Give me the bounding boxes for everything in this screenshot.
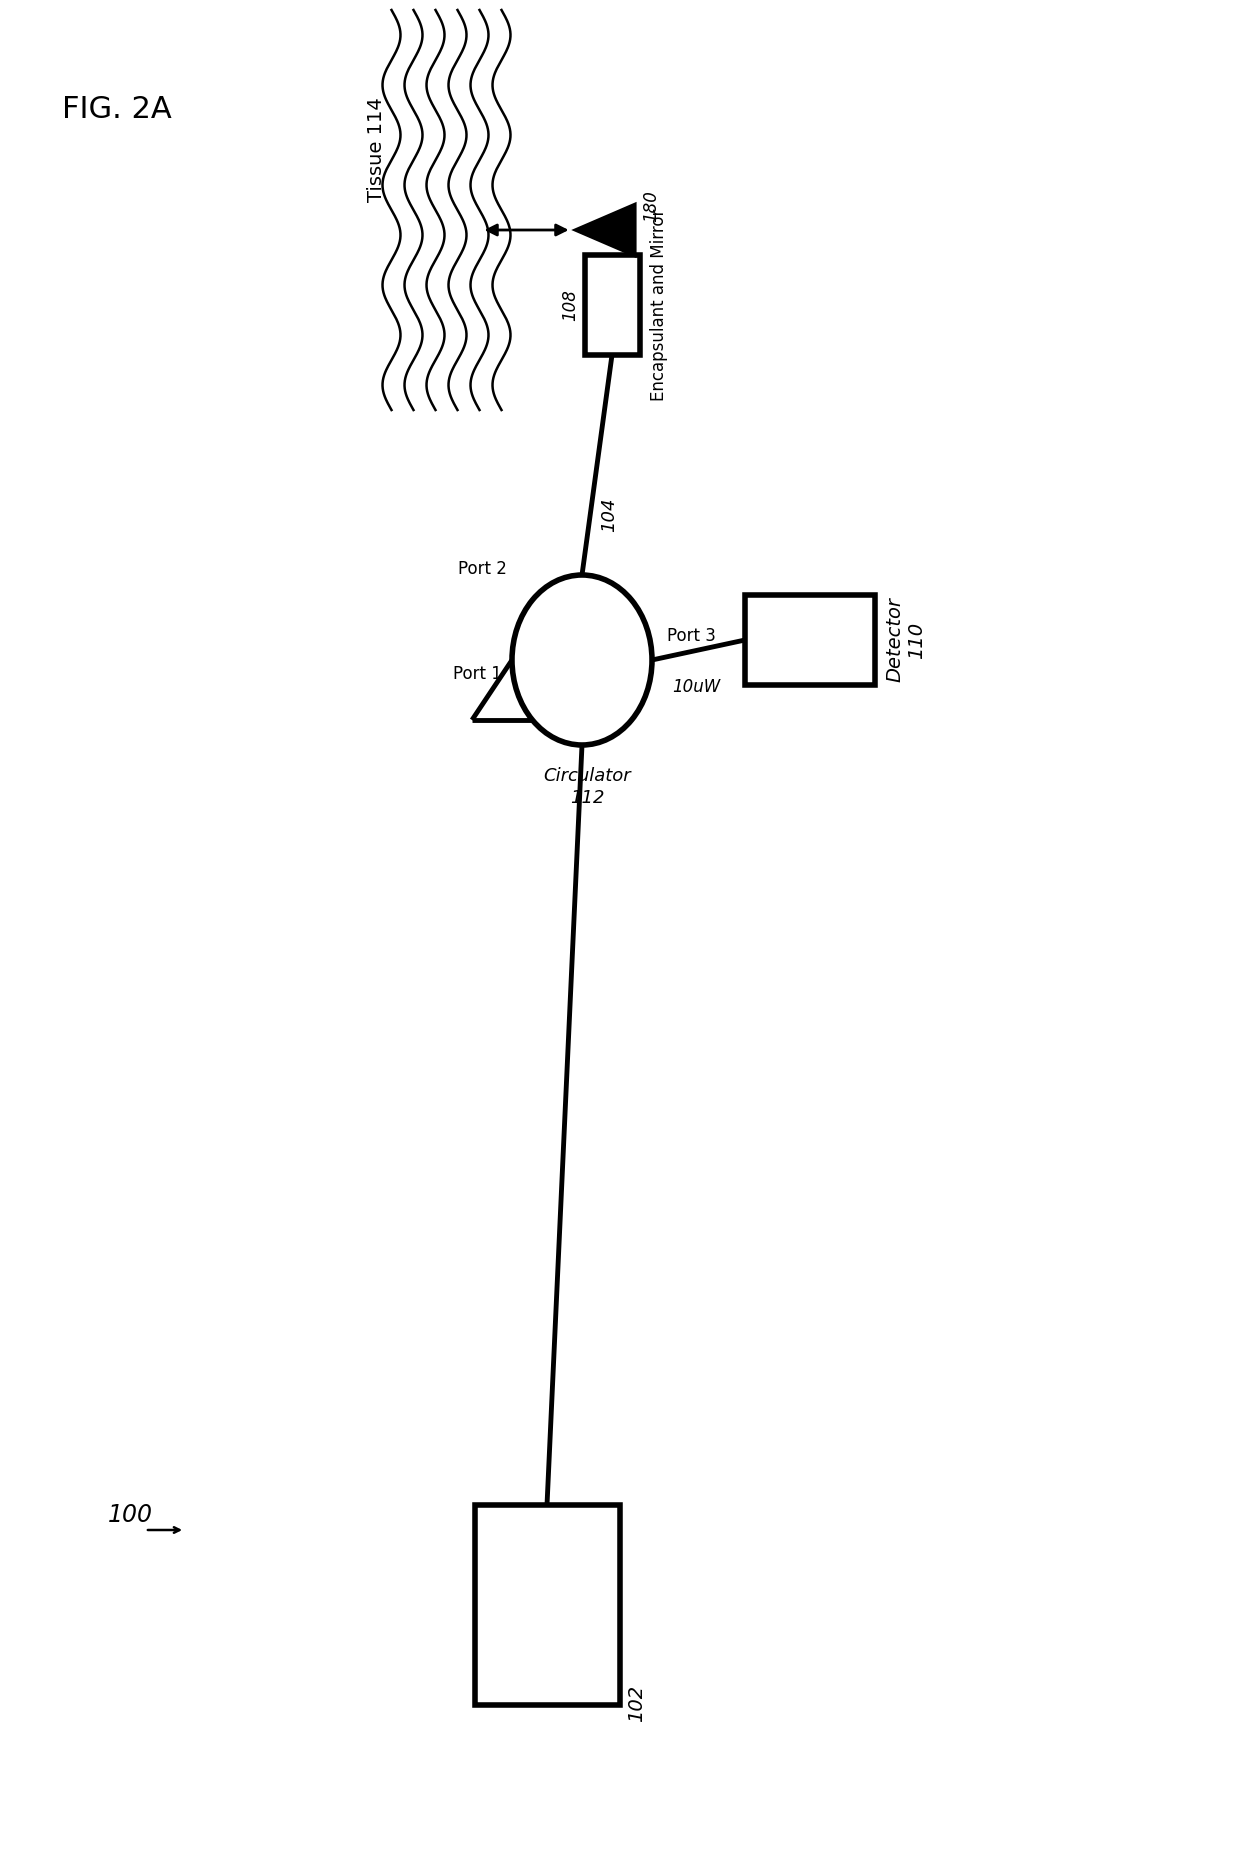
Text: 10uW: 10uW <box>672 678 720 695</box>
Text: 102: 102 <box>627 1686 646 1721</box>
Text: FIG. 2A: FIG. 2A <box>62 95 172 123</box>
Text: Encapsulant and Mirror: Encapsulant and Mirror <box>650 209 667 402</box>
Bar <box>584 254 640 355</box>
Bar <box>475 1505 620 1705</box>
Polygon shape <box>577 206 635 254</box>
Text: 180: 180 <box>642 191 661 222</box>
Text: 112: 112 <box>569 789 604 807</box>
Ellipse shape <box>512 576 652 746</box>
Bar <box>745 594 875 686</box>
Text: Port 2: Port 2 <box>458 561 507 578</box>
Text: Tissue 114: Tissue 114 <box>367 97 386 202</box>
Text: 110: 110 <box>906 621 926 658</box>
Text: 108: 108 <box>562 290 579 321</box>
Text: Light Source: Light Source <box>537 1544 557 1665</box>
Text: 100: 100 <box>108 1503 153 1527</box>
Text: Detector: Detector <box>885 598 904 682</box>
Text: Circulator: Circulator <box>543 766 631 785</box>
Text: Port 3: Port 3 <box>667 626 715 645</box>
Text: 104: 104 <box>600 497 618 533</box>
Text: Port 1: Port 1 <box>453 665 502 682</box>
